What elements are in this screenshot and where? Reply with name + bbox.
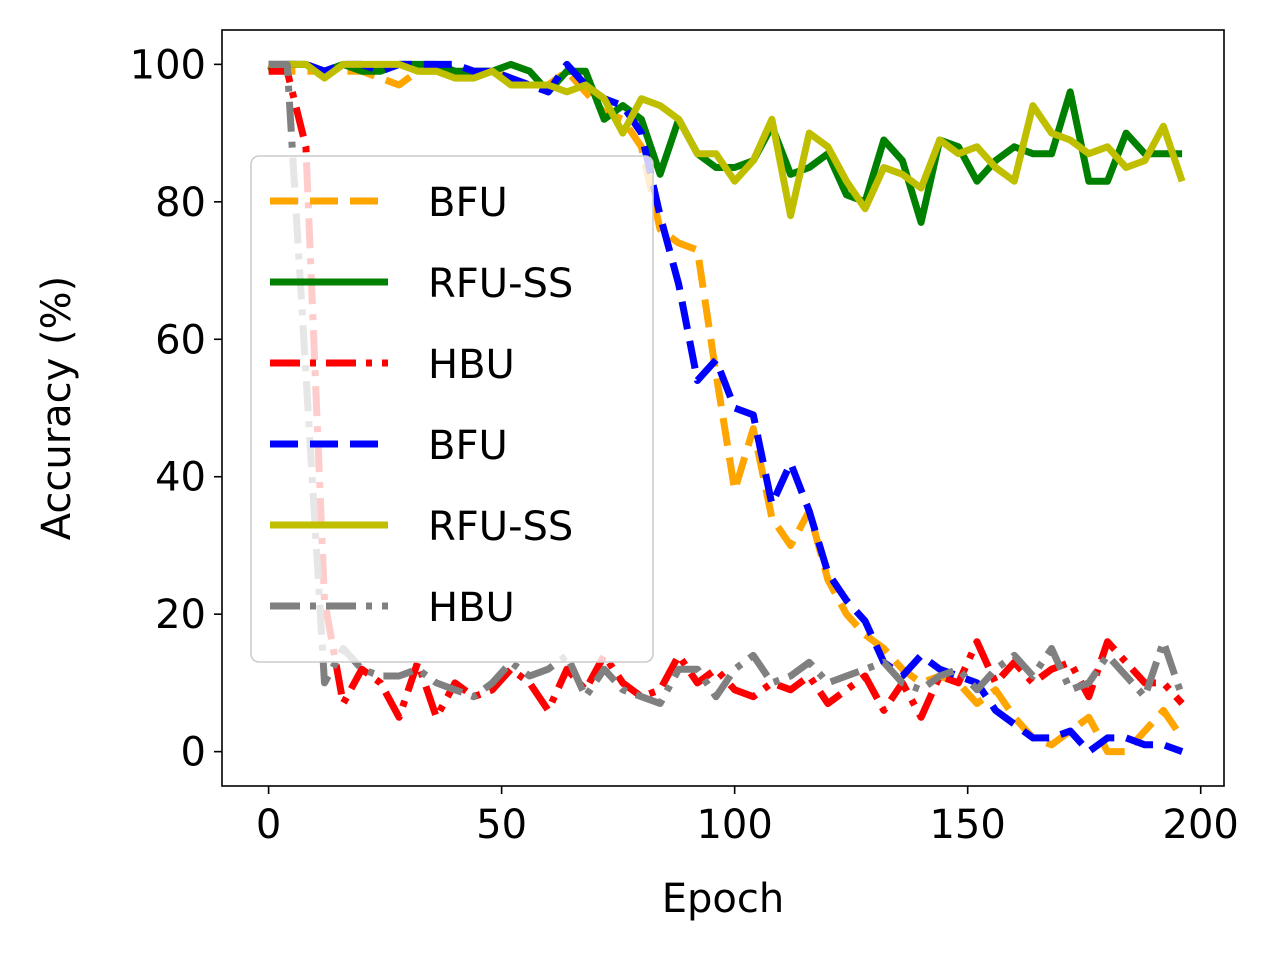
legend-label-1: BFU	[428, 180, 508, 226]
y-tick-label: 0	[181, 730, 206, 776]
legend-label-6: HBU	[428, 585, 515, 631]
x-tick-label: 50	[476, 802, 527, 848]
y-axis-label: Accuracy (%)	[34, 276, 80, 541]
series-layer	[267, 60, 1186, 756]
series-line-3	[268, 67, 1185, 721]
y-tick-label: 20	[155, 592, 206, 638]
legend-label-3: HBU	[428, 342, 515, 388]
series-line-6	[268, 60, 1186, 707]
y-tick-label: 80	[155, 180, 206, 226]
x-tick-label: 150	[929, 802, 1005, 848]
y-tick-label: 60	[155, 317, 206, 363]
y-tick-label: 40	[155, 455, 206, 501]
x-tick-label: 200	[1163, 802, 1239, 848]
x-tick-label: 100	[696, 802, 772, 848]
plot-frame	[221, 29, 1225, 787]
y-tick-label: 100	[130, 42, 206, 88]
legend-label-2: RFU-SS	[428, 261, 573, 307]
y-axis: 0 20 40 60 80 100	[130, 42, 222, 776]
legend: BFU RFU-SS HBU BFU RFU-SS HBU	[250, 155, 654, 663]
series-line-4	[268, 60, 1184, 756]
legend-label-5: RFU-SS	[428, 504, 573, 550]
legend-label-4: BFU	[428, 423, 508, 469]
x-axis-label: Epoch	[662, 876, 784, 922]
series-line-5	[268, 60, 1186, 220]
x-tick-label: 0	[256, 802, 281, 848]
x-axis: 0 50 100 150 200	[256, 786, 1239, 848]
